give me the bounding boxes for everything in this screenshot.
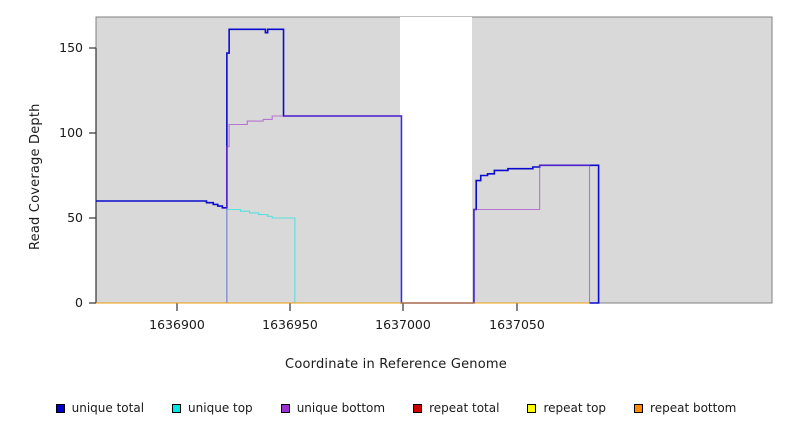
- legend-swatch-icon: [172, 403, 182, 413]
- x-tick-label-1636900: 1636900: [149, 317, 205, 332]
- legend-swatch-icon: [55, 403, 65, 413]
- legend-item-unique-total[interactable]: unique total: [55, 401, 145, 415]
- y-axis: [89, 47, 97, 304]
- legend-label: repeat total: [429, 401, 500, 415]
- legend-item-unique-top[interactable]: unique top: [172, 401, 253, 415]
- x-axis: [176, 303, 518, 311]
- x-tick-label-1637000: 1637000: [375, 317, 431, 332]
- legend-label: unique total: [71, 401, 145, 415]
- y-tick-label-150: 150: [59, 40, 83, 55]
- legend-swatch-icon: [634, 403, 644, 413]
- series-layer: [96, 28, 600, 304]
- legend-swatch-icon: [280, 403, 290, 413]
- y-tick-label-100: 100: [59, 125, 83, 140]
- legend-label: repeat bottom: [650, 401, 737, 415]
- legend-item-repeat-top[interactable]: repeat top: [527, 401, 606, 415]
- legend-label: unique top: [188, 401, 253, 415]
- legend-label: unique bottom: [296, 401, 386, 415]
- x-axis-title: Coordinate in Reference Genome: [285, 357, 507, 372]
- legend-item-repeat-total[interactable]: repeat total: [413, 401, 499, 415]
- legend-swatch-icon: [527, 403, 537, 413]
- legend-item-repeat-bottom[interactable]: repeat bottom: [634, 401, 736, 415]
- y-tick-label-50: 50: [67, 210, 83, 225]
- chart-legend: unique total unique top unique bottom repea…: [0, 398, 792, 418]
- legend-item-unique-bottom[interactable]: unique bottom: [280, 401, 386, 415]
- x-tick-label-1636950: 1636950: [262, 317, 318, 332]
- coverage-gap-region: [400, 17, 472, 303]
- legend-label: repeat top: [543, 401, 607, 415]
- legend-swatch-icon: [413, 403, 423, 413]
- series-line-unique-bottom: [96, 115, 591, 304]
- x-tick-label-1637050: 1637050: [489, 317, 545, 332]
- y-tick-label-0: 0: [75, 295, 83, 310]
